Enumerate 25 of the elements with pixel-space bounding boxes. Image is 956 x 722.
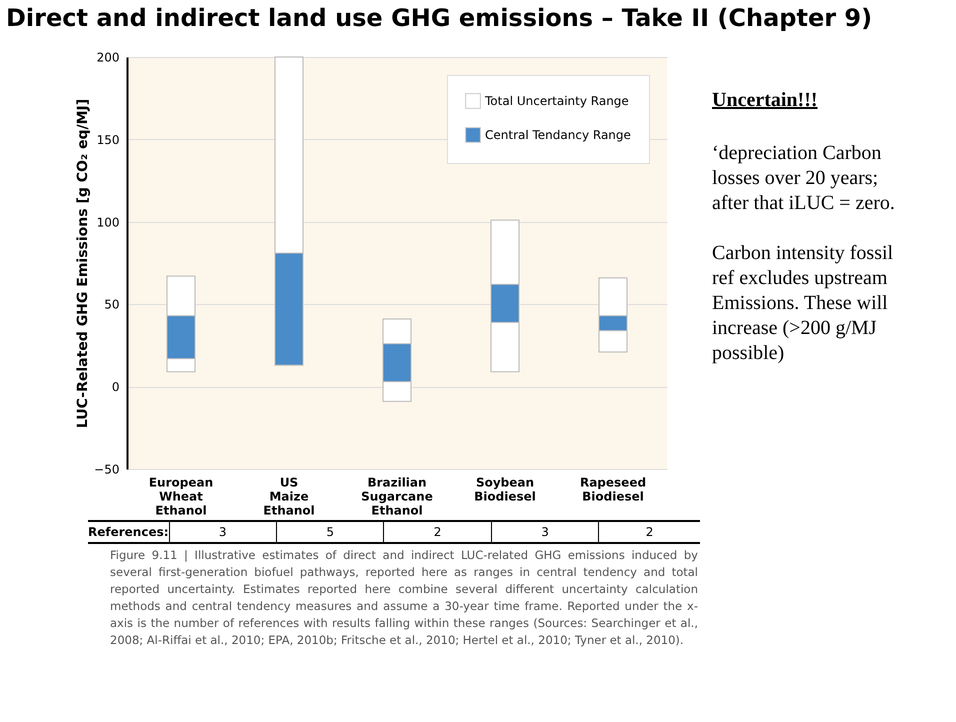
- text: 3: [169, 521, 276, 543]
- x-tick-label: Rapeseed Biodiesel: [580, 476, 646, 504]
- legend-label: Central Tendancy Range: [485, 128, 631, 142]
- text: 2: [384, 521, 492, 543]
- y-tick-label: 150: [96, 132, 120, 147]
- y-tick-label: 100: [96, 215, 120, 230]
- x-tick-label: US Maize Ethanol: [263, 476, 315, 518]
- text: Uncertain!!!: [712, 88, 819, 113]
- text: ‘depreciation Carbon losses over 20 years; after that iLUC = zero.: [712, 141, 896, 216]
- x-tick-label: Brazilian Sugarcane Ethanol: [361, 476, 433, 518]
- text: 5: [276, 521, 384, 543]
- caption: Figure 9.11 | Illustrative estimates of direct and indirect LUC-related GHG emissions induced by several first-generation biofuel pathways, reported here as ranges in central tendency and total reported uncertainty. Estimates reported here combine several different uncertainty calculation methods and central tendency measures and assume a 30-year time frame. Reported under the x-axis is the number of references with results falling within these ranges (Sources: Searchinger et al., 2008; Al-Riffai et al., 2010; EPA, 2010b; Fritsche et al., 2010; Hertel et al., 2010; Tyner et al., 2010).: [110, 547, 698, 649]
- y-tick-label: 0: [112, 380, 120, 394]
- legend-label: Total Uncertainty Range: [484, 94, 629, 108]
- x-tick-label: European Wheat Ethanol: [148, 476, 214, 518]
- chart-title: Direct and indirect land use GHG emissions – Take II (Chapter 9): [6, 4, 872, 32]
- text: References:: [88, 521, 170, 543]
- text: 2: [598, 521, 700, 543]
- text: 3: [491, 521, 599, 543]
- x-tick-label: Soybean Biodiesel: [474, 476, 536, 504]
- y-tick-label: 200: [96, 50, 120, 64]
- text: Carbon intensity fossil ref excludes upstream Emissions. These will increase (>200 g/MJ possible): [712, 241, 894, 366]
- y-axis-title: LUC-Related GHG Emissions [g CO₂ eq/MJ]: [75, 98, 92, 428]
- y-tick-label: −50: [94, 462, 120, 476]
- y-tick-label: 50: [104, 298, 120, 312]
